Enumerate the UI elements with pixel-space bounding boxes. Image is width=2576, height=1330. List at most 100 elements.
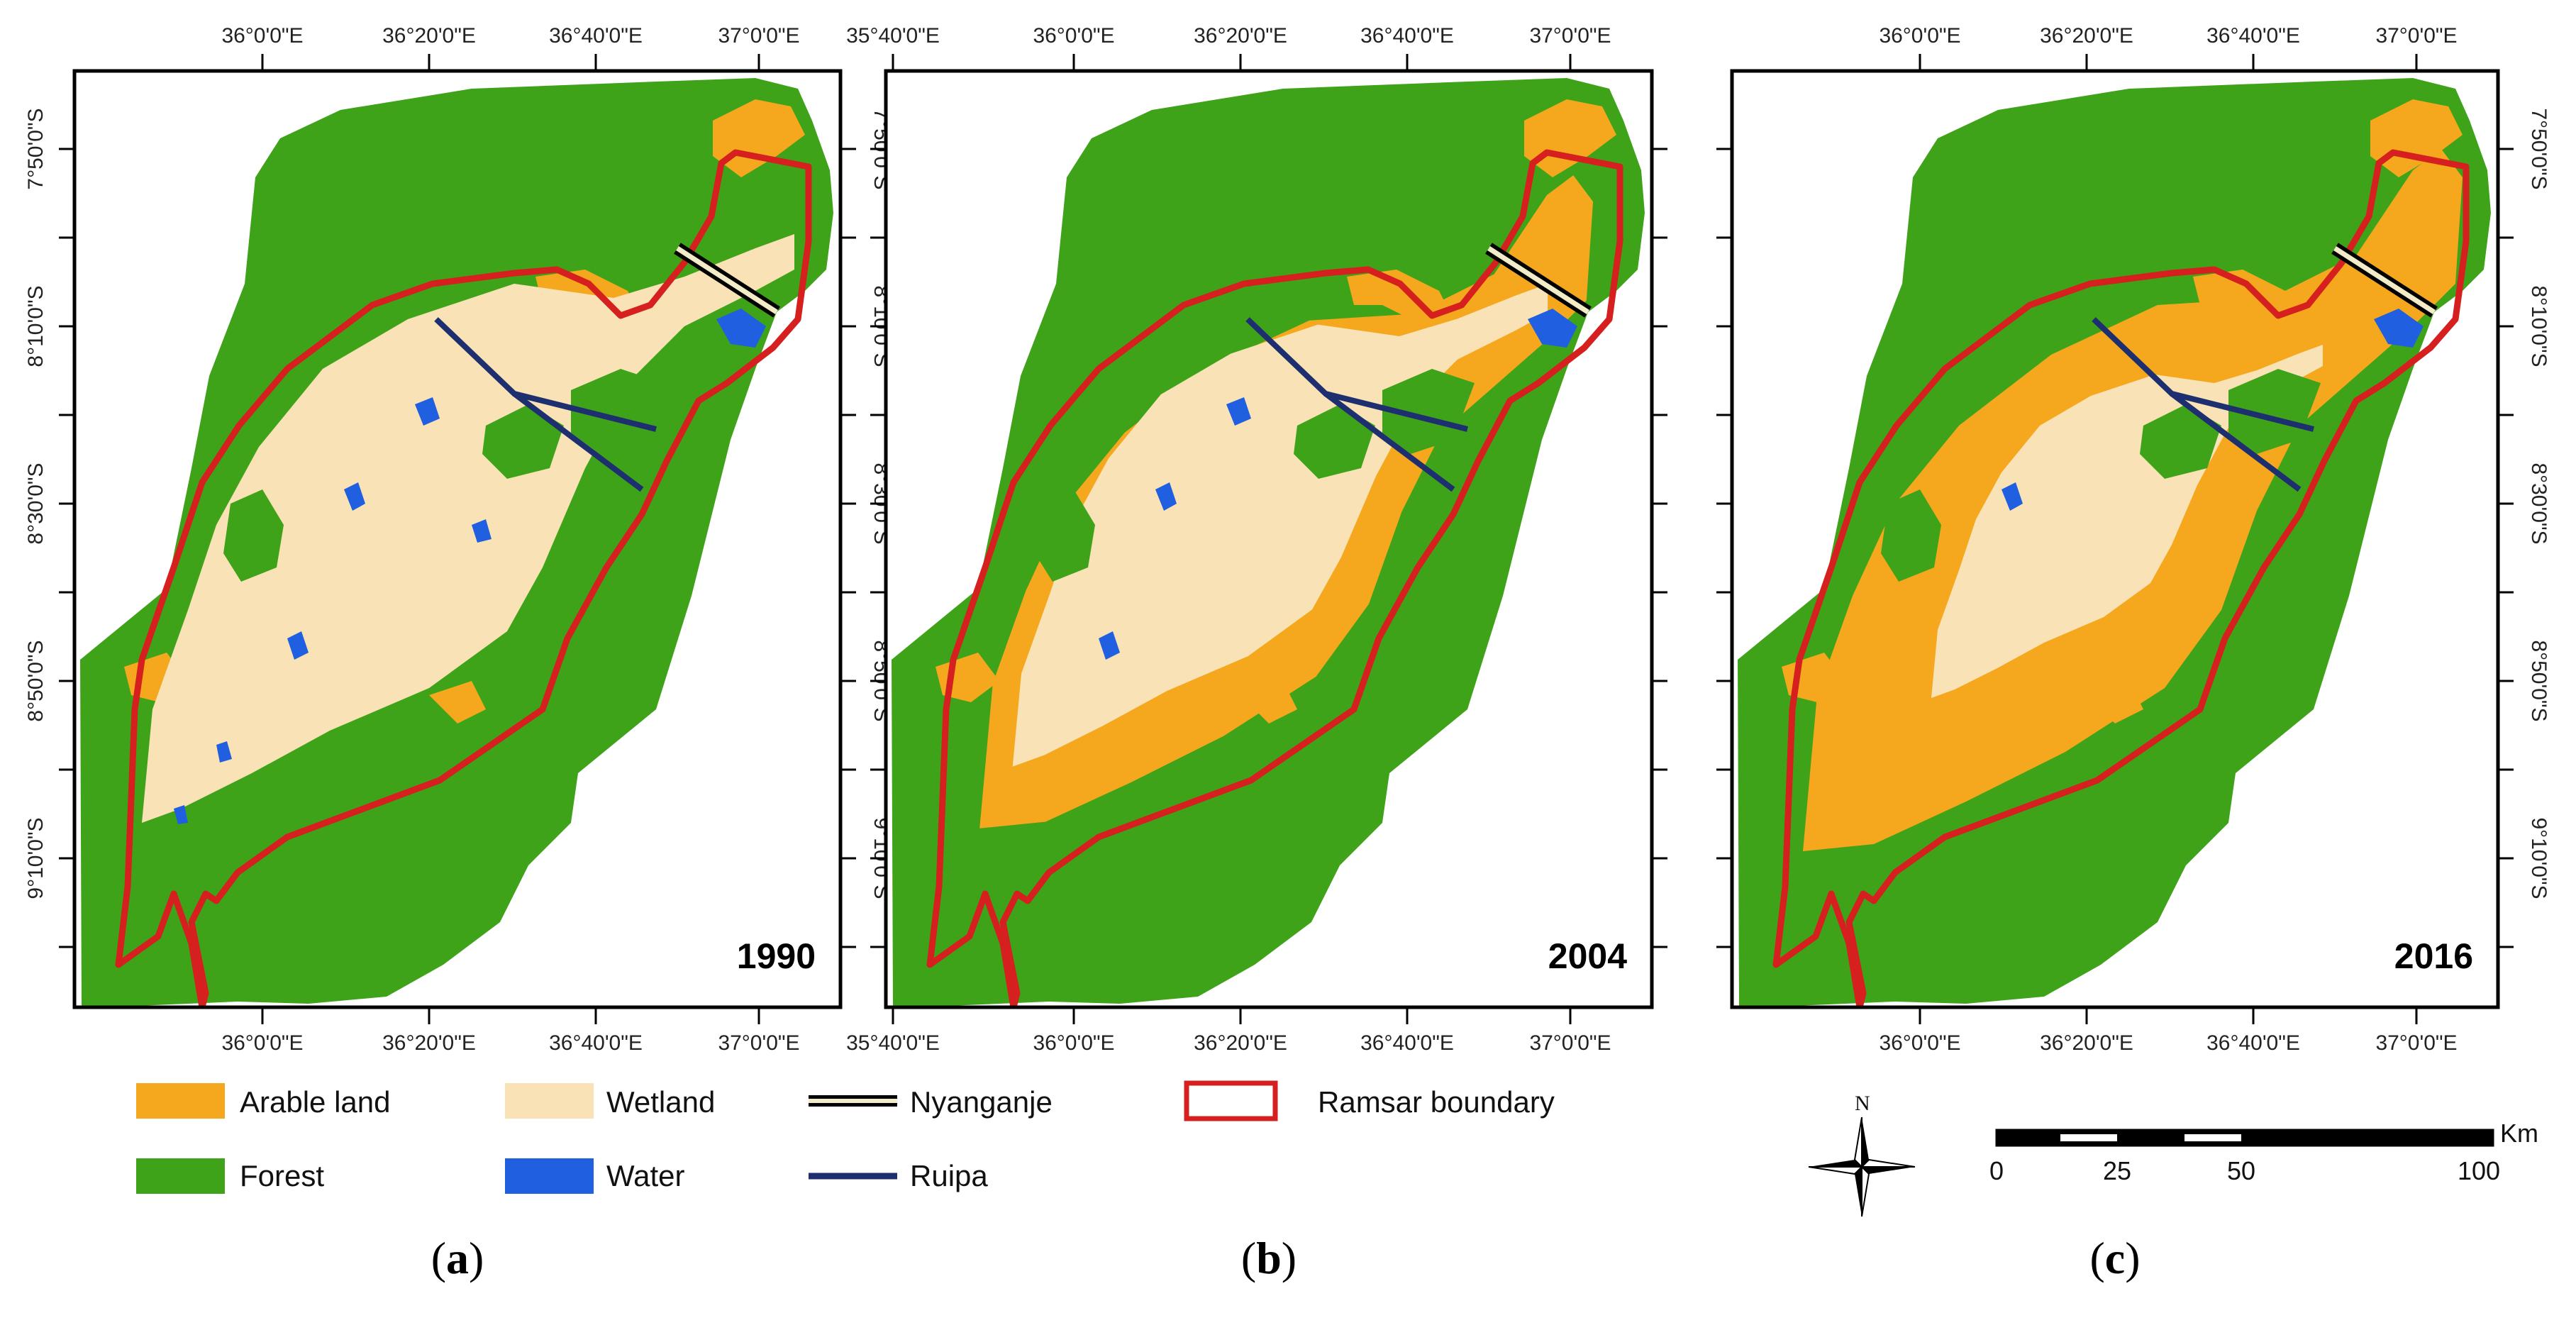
panel-caption: (c) — [2089, 1233, 2140, 1283]
water-body — [287, 631, 309, 660]
top-tick-label: 36°0'0"E — [1033, 24, 1114, 48]
bottom-tick-label: 36°40'0"E — [549, 1031, 643, 1055]
bottom-tick-label: 37°0'0"E — [1529, 1031, 1611, 1055]
land-cover-map — [886, 71, 1652, 1007]
forest-patch — [1881, 489, 1941, 582]
left-tick-label: 9°10'0"S — [24, 817, 48, 899]
map-panels: 36°0'0"E 36°20'0"E 36°40'0"E 37°0'0"E 36°0'0… — [24, 24, 2550, 1283]
ruipa-line — [2170, 391, 2302, 492]
forest-patch — [223, 489, 284, 582]
water-body — [2374, 309, 2424, 348]
forest-patch — [2228, 369, 2321, 454]
ramsar-boundary — [115, 149, 812, 1007]
water-body — [716, 309, 766, 348]
scale-bar: Km 0 25 50 100 — [1989, 1119, 2538, 1185]
legend-label-arable: Arable land — [240, 1085, 390, 1119]
caption-letter: a — [446, 1233, 469, 1283]
scale-label-100: 100 — [2458, 1156, 2500, 1185]
legend-label-ramsar: Ramsar boundary — [1318, 1085, 1555, 1119]
map-panel-b: 35°40'0"E 36°0'0"E 36°20'0"E 36°40'0"E 37°0'… — [846, 24, 1667, 1283]
bottom-tick-label: 36°40'0"E — [1360, 1031, 1454, 1055]
year-label: 2016 — [2394, 936, 2473, 976]
map-panel-a: 36°0'0"E 36°20'0"E 36°40'0"E 37°0'0"E 36°0'0… — [24, 24, 893, 1283]
map-frame — [1730, 69, 2500, 1009]
water-body — [415, 397, 440, 426]
bottom-tick-label: 36°40'0"E — [2206, 1031, 2300, 1055]
left-tick-label: 8°10'0"S — [24, 285, 48, 367]
right-tick-label: 7°50'0"S — [2527, 108, 2550, 189]
scale-label-50: 50 — [2227, 1156, 2255, 1185]
right-tick-label: 9°10'0"S — [2527, 817, 2550, 899]
water-body — [2002, 482, 2023, 511]
bottom-tick-label: 36°20'0"E — [1194, 1031, 1287, 1055]
legend-label-ruipa: Ruipa — [910, 1159, 988, 1192]
legend: Arable land Forest Wetland Water Nyangan… — [136, 1080, 1555, 1194]
top-tick-label: 36°0'0"E — [1879, 24, 1960, 48]
scale-label-0: 0 — [1989, 1156, 2004, 1185]
right-tick-label: 8°10'0"S — [2527, 285, 2550, 367]
top-tick-label: 36°40'0"E — [549, 24, 643, 48]
bottom-tick-label: 36°0'0"E — [1879, 1031, 1960, 1055]
bottom-tick-label: 36°20'0"E — [2040, 1031, 2133, 1055]
bottom-tick-label: 36°20'0"E — [382, 1031, 476, 1055]
bottom-tick-label: 35°40'0"E — [846, 1031, 940, 1055]
legend-swatch-arable — [136, 1083, 225, 1119]
graticule: 36°0'0"E 36°20'0"E 36°40'0"E 37°0'0"E 36°0'0… — [1716, 24, 2550, 1055]
left-tick-label: 8°30'0"S — [24, 462, 48, 544]
map-frame — [884, 69, 1654, 1009]
forest-patch — [482, 404, 564, 479]
forest-patch — [1294, 404, 1375, 479]
top-tick-label: 36°40'0"E — [1360, 24, 1454, 48]
top-tick-label: 36°20'0"E — [2040, 24, 2133, 48]
right-tick-label: 8°30'0"S — [2527, 462, 2550, 544]
ruipa-line — [1323, 391, 1455, 492]
ruipa-line — [512, 391, 644, 492]
top-tick-label: 36°0'0"E — [221, 24, 303, 48]
year-label: 2004 — [1548, 936, 1627, 976]
ramsar-boundary — [926, 149, 1623, 1007]
north-label: N — [1855, 1092, 1870, 1115]
land-cover-map — [1732, 71, 2498, 1007]
map-panel-c: 36°0'0"E 36°20'0"E 36°40'0"E 37°0'0"E 36°0'0… — [1716, 24, 2550, 1283]
water-body — [174, 805, 188, 824]
water-body — [344, 482, 365, 511]
water-body — [1226, 397, 1251, 426]
water-body — [216, 741, 232, 763]
bottom-tick-label: 37°0'0"E — [2375, 1031, 2457, 1055]
top-tick-label: 35°40'0"E — [846, 24, 940, 48]
caption-letter: c — [2105, 1233, 2125, 1283]
top-tick-label: 36°40'0"E — [2206, 24, 2300, 48]
legend-swatch-forest — [136, 1158, 225, 1194]
bottom-tick-label: 36°0'0"E — [1033, 1031, 1114, 1055]
bottom-tick-label: 37°0'0"E — [718, 1031, 799, 1055]
legend-swatch-wetland — [505, 1083, 594, 1119]
left-tick-label: 8°50'0"S — [24, 640, 48, 721]
year-label: 1990 — [737, 936, 816, 976]
forest-patch — [1035, 489, 1095, 582]
legend-label-forest: Forest — [240, 1159, 324, 1192]
left-tick-label: 7°50'0"S — [24, 108, 48, 189]
land-cover-map — [74, 71, 840, 1007]
caption-letter: b — [1256, 1233, 1282, 1283]
bottom-tick-label: 36°0'0"E — [221, 1031, 303, 1055]
top-tick-label: 37°0'0"E — [1529, 24, 1611, 48]
ramsar-boundary — [1772, 149, 2470, 1007]
water-body — [1528, 309, 1577, 348]
panel-caption: (a) — [431, 1233, 484, 1283]
water-body — [472, 519, 492, 543]
panel-caption: (b) — [1241, 1233, 1297, 1283]
north-arrow-icon: N — [1808, 1092, 1916, 1217]
forest-patch — [2140, 404, 2221, 479]
scale-unit: Km — [2500, 1119, 2538, 1148]
forest-patch — [571, 369, 663, 454]
legend-symbol-ramsar — [1184, 1080, 1278, 1121]
legend-label-wetland: Wetland — [606, 1085, 715, 1119]
legend-label-nyanganje: Nyanganje — [910, 1085, 1053, 1119]
legend-label-water: Water — [606, 1159, 684, 1192]
legend-swatch-water — [505, 1158, 594, 1194]
graticule: 35°40'0"E 36°0'0"E 36°20'0"E 36°40'0"E 37°0'… — [846, 24, 1667, 1055]
map-frame — [72, 69, 843, 1009]
top-tick-label: 36°20'0"E — [1194, 24, 1287, 48]
forest-patch — [1382, 369, 1475, 454]
